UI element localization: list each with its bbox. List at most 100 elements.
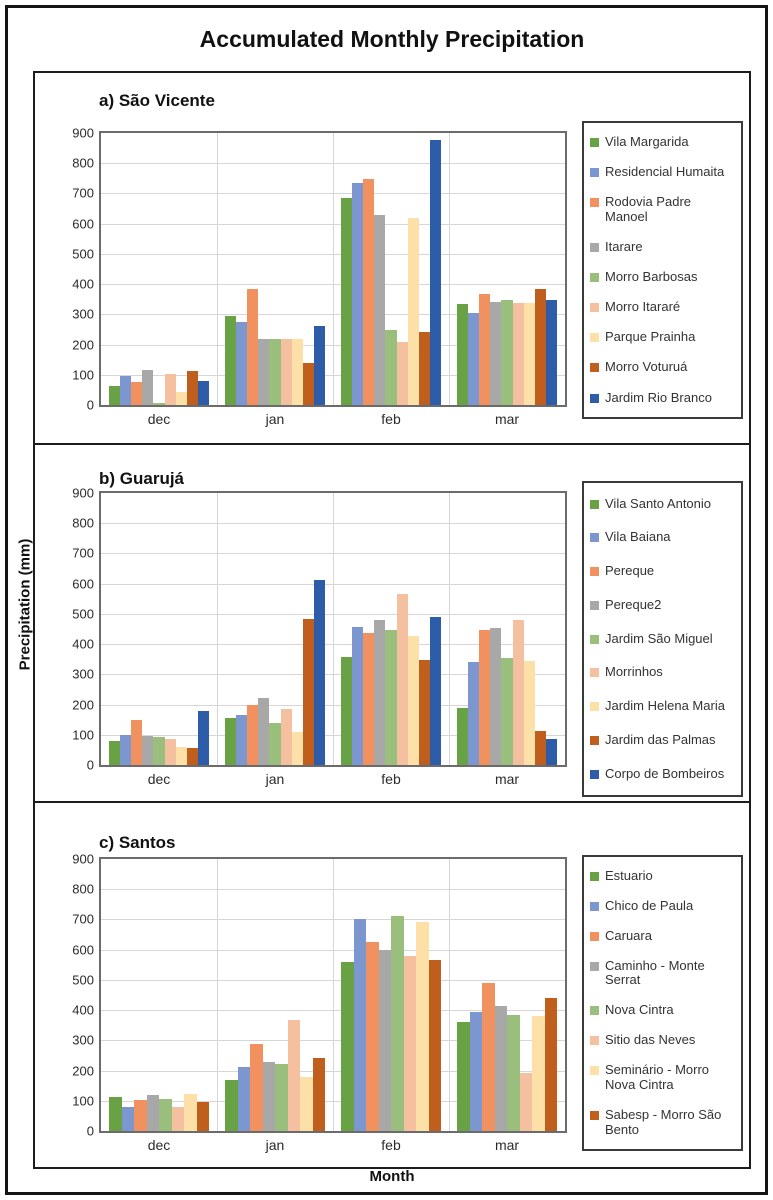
x-tick-label: dec — [147, 771, 171, 787]
bar — [134, 1099, 147, 1131]
legend-swatch — [590, 668, 599, 678]
bar — [269, 338, 281, 405]
bar — [378, 950, 391, 1131]
x-axis-label: Month — [369, 1168, 415, 1185]
legend-label: Jardim Helena Maria — [605, 698, 725, 714]
bar — [403, 955, 416, 1131]
bar — [236, 714, 248, 765]
gridline — [449, 133, 450, 405]
bar — [171, 1106, 184, 1131]
bar — [186, 748, 198, 765]
x-tick-label: jan — [265, 1137, 285, 1153]
y-tick-label: 700 — [72, 185, 94, 201]
bar — [164, 373, 176, 405]
bar — [366, 942, 379, 1131]
legend-label: Caminho - Monte Serrat — [605, 957, 705, 988]
bar — [407, 635, 419, 765]
bar — [374, 214, 386, 405]
bar — [225, 315, 237, 405]
bar — [269, 722, 281, 765]
bars-layer — [101, 133, 565, 405]
legend-swatch — [590, 769, 599, 779]
legend-entry: Caminho - Monte Serrat — [590, 957, 735, 988]
legend-entry: Morro Barbosas — [590, 269, 735, 285]
figure-border: Accumulated Monthly Precipitation Precip… — [5, 5, 768, 1195]
bar — [153, 402, 165, 405]
bar — [341, 962, 354, 1131]
x-tick-label: jan — [265, 771, 285, 787]
legend-entry: Vila Baiana — [590, 530, 735, 545]
legend-box: Vila Santo Antonio Vila Baiana Pereque Pere… — [582, 481, 743, 797]
legend-label: Parque Prainha — [605, 329, 696, 345]
bar — [512, 619, 524, 765]
bar — [363, 178, 375, 405]
bar — [341, 197, 353, 405]
bar — [120, 734, 132, 765]
bar-group-jan — [217, 133, 333, 405]
legend-swatch — [590, 137, 599, 147]
bar — [120, 376, 132, 405]
bar — [418, 660, 430, 765]
legend-swatch — [590, 1006, 599, 1016]
chart-title: Accumulated Monthly Precipitation — [199, 26, 585, 52]
legend-swatch — [590, 735, 599, 745]
bar — [501, 657, 513, 765]
bar — [494, 1005, 507, 1131]
y-tick-label: 300 — [72, 1032, 94, 1048]
legend-label: Caruara — [605, 927, 652, 943]
bar — [457, 707, 469, 765]
bar — [287, 1019, 300, 1131]
gridline — [217, 493, 218, 765]
bar — [121, 1107, 134, 1131]
chart-sao-vicente: 0 100 200 300 400 500 600 700 800 900 dec jan feb mar… — [35, 73, 749, 443]
y-tick-label: 200 — [72, 697, 94, 713]
legend-entry: Pereque — [590, 564, 735, 579]
x-tick-label: feb — [381, 411, 401, 427]
panel-title-sao-vicente: a) São Vicente — [99, 91, 215, 110]
legend-swatch — [590, 167, 599, 177]
y-tick-label: 100 — [72, 1093, 94, 1109]
bar — [341, 656, 353, 765]
bar — [479, 629, 491, 765]
bar — [313, 580, 325, 765]
y-tick-label: 100 — [72, 367, 94, 383]
legend-entry: Morrinhos — [590, 665, 735, 680]
plot-area: 0 100 200 300 400 500 600 700 800 900 dec jan feb mar — [72, 852, 567, 1153]
gridline — [333, 133, 334, 405]
panel-title-guaruja: b) Guarujá — [99, 469, 185, 488]
bar-group-feb — [333, 493, 449, 765]
y-axis-label: Precipitation (mm) — [16, 538, 34, 671]
bar — [545, 739, 557, 765]
bar — [534, 288, 546, 405]
bar — [429, 139, 441, 405]
legend-label: Jardim São Miguel — [605, 630, 713, 646]
legend-entry: Sitio das Neves — [590, 1033, 735, 1048]
y-tick-label: 0 — [86, 397, 94, 413]
bar — [237, 1066, 250, 1131]
x-tick-label: mar — [494, 771, 520, 787]
chart-santos: 0 100 200 300 400 500 600 700 800 900 dec jan feb mar… — [35, 803, 749, 1167]
bar — [374, 619, 386, 765]
legend-entry: Parque Prainha — [590, 330, 735, 345]
legend-entry: Jardim São Miguel — [590, 630, 735, 647]
legend-label: Jardim das Palmas — [605, 731, 716, 747]
bar — [142, 370, 154, 405]
bar — [490, 628, 502, 765]
legend-swatch — [590, 393, 599, 403]
y-tick-label: 400 — [72, 636, 94, 652]
bar — [291, 338, 303, 405]
bar — [352, 626, 364, 765]
x-tick-label: jan — [265, 411, 285, 427]
y-tick-label: 400 — [72, 276, 94, 292]
legend-label: Jardim Rio Branco — [605, 389, 712, 405]
bar — [469, 1011, 482, 1131]
y-tick-label: 300 — [72, 666, 94, 682]
y-tick-label: 300 — [72, 306, 94, 322]
bar — [396, 341, 408, 405]
x-tick-label: dec — [147, 1137, 171, 1153]
legend-entry: Seminário - Morro Nova Cintra — [590, 1063, 735, 1092]
y-tick-label: 600 — [72, 942, 94, 958]
bar-group-mar — [449, 859, 565, 1131]
panel-title-santos: c) Santos — [99, 833, 176, 852]
y-tick-label: 200 — [72, 337, 94, 353]
